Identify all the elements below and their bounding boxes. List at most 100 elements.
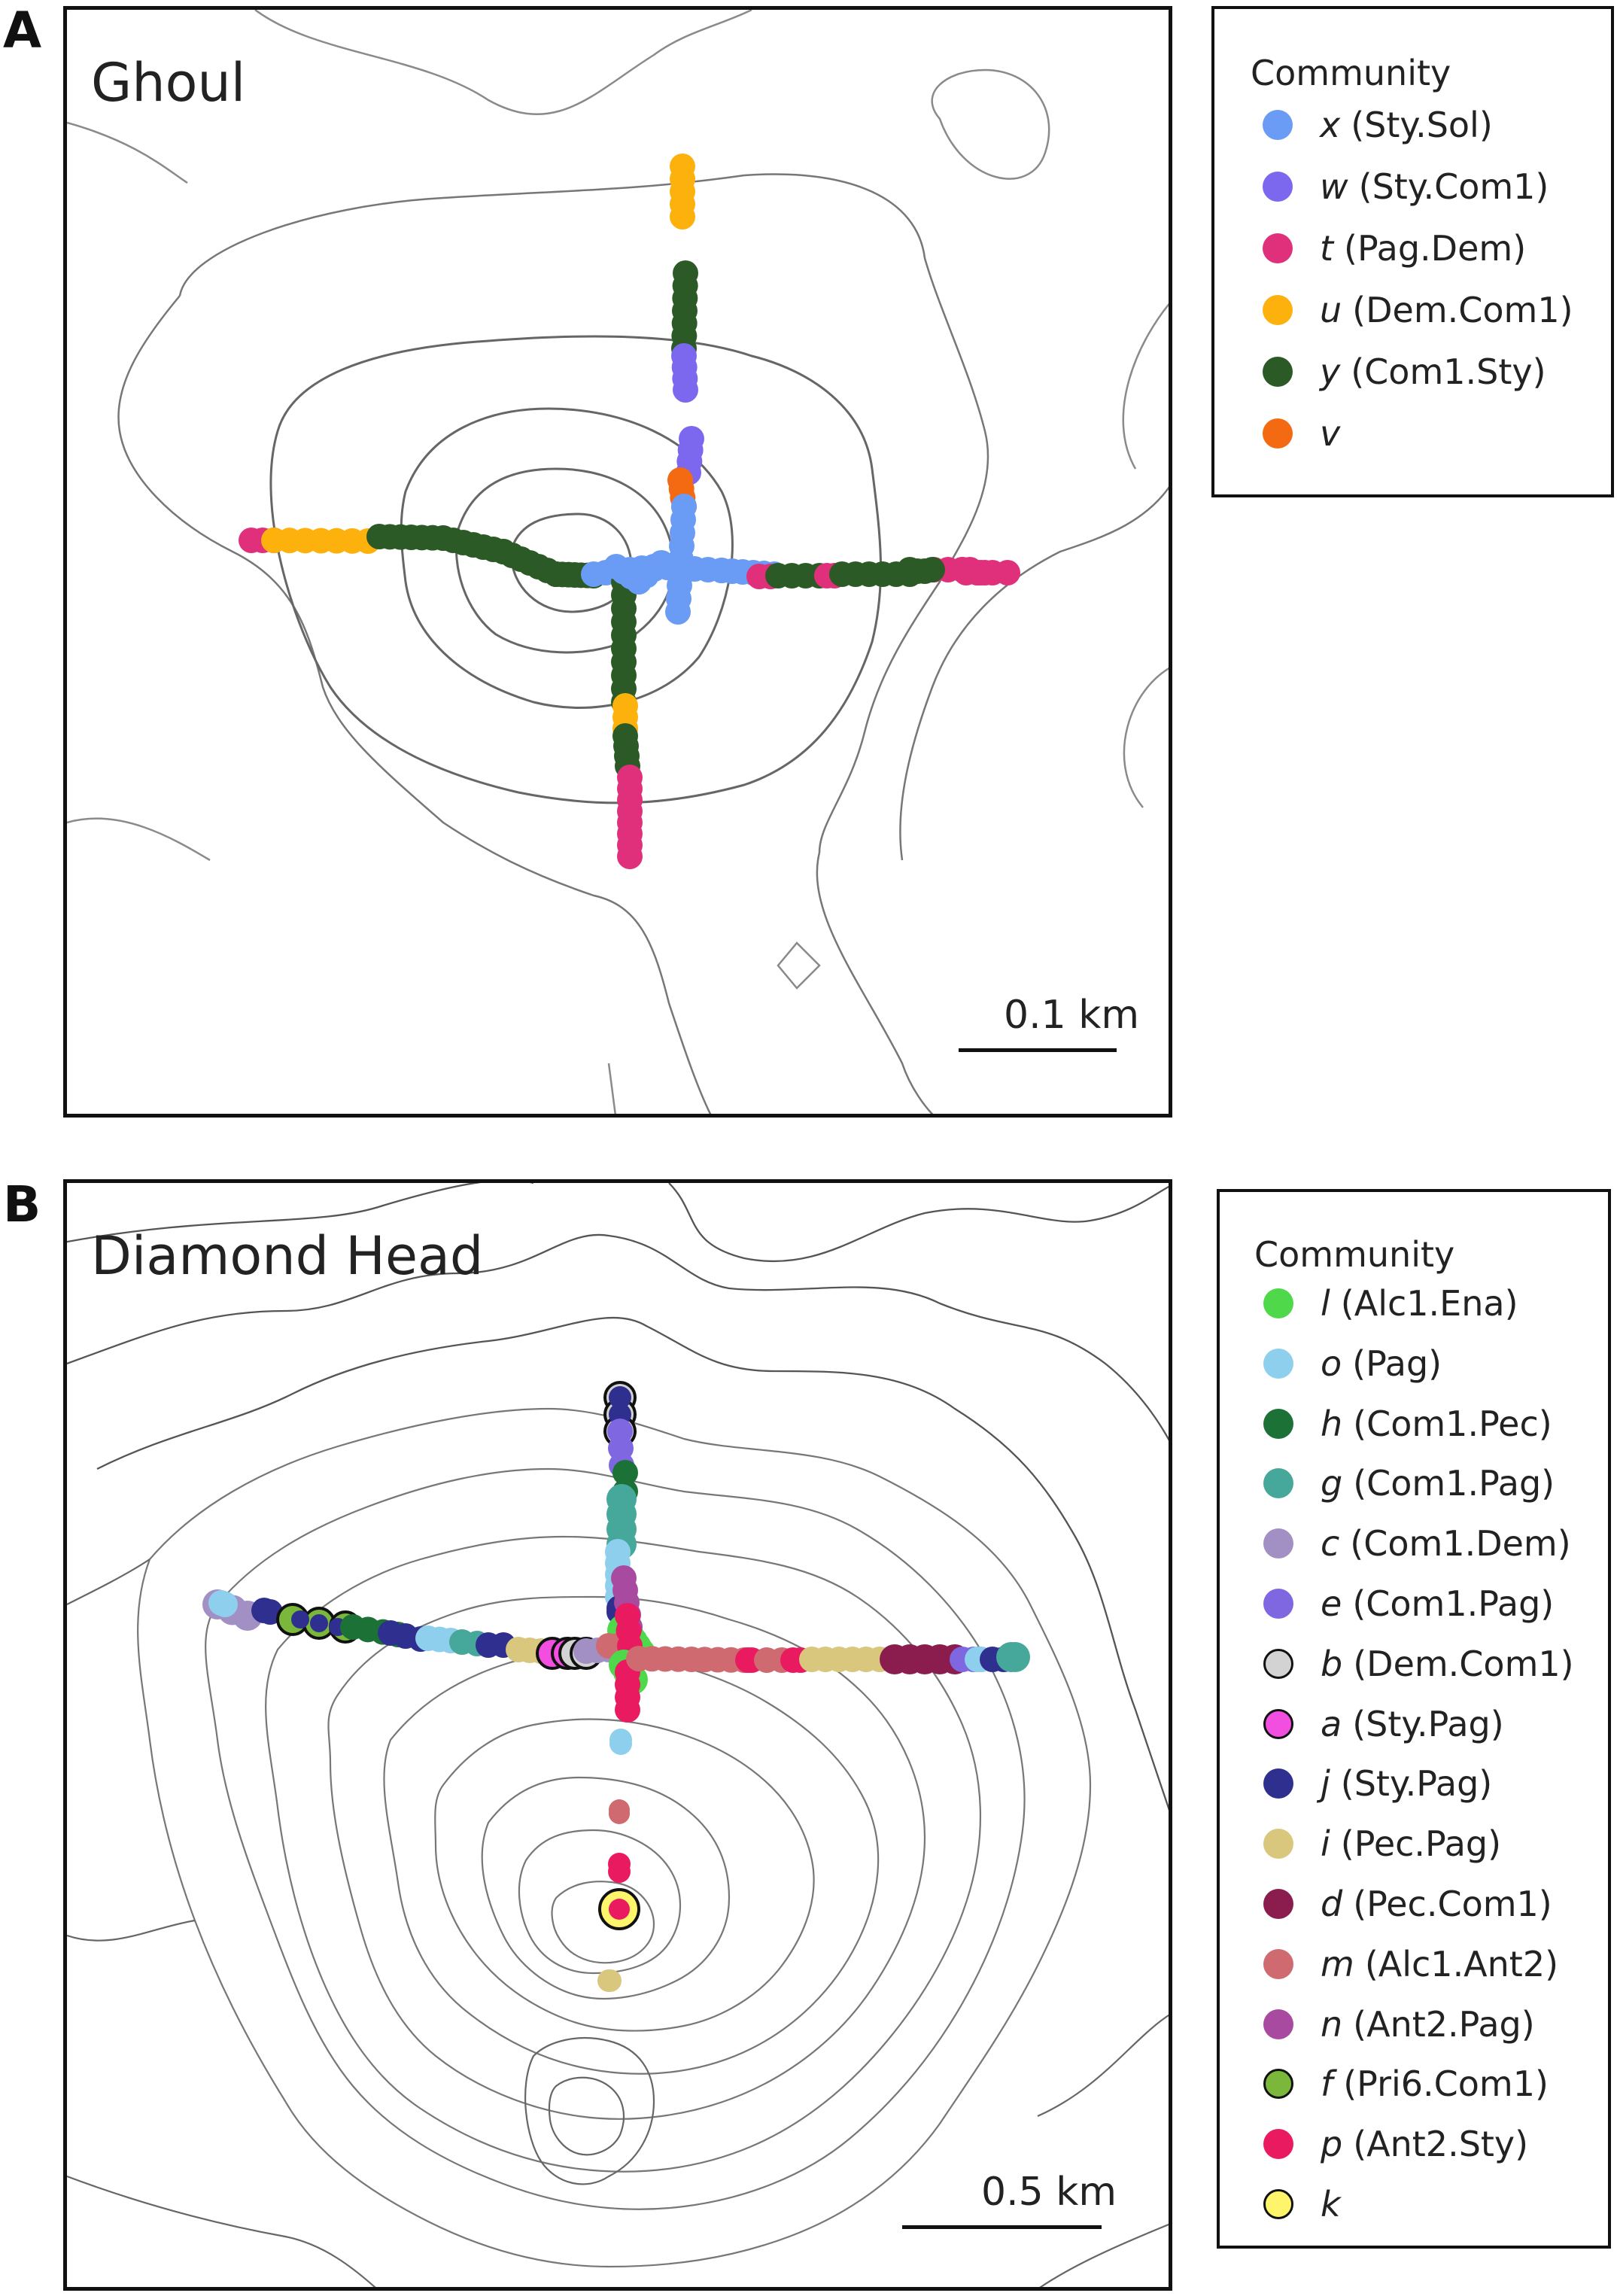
legend-item-n: n (Ant2.Pag) — [1263, 2002, 1535, 2047]
legend-label: (Pri6.Com1) — [1343, 2063, 1549, 2105]
legend-swatch-a — [1263, 1708, 1293, 1739]
transect-point — [665, 599, 691, 625]
legend-key: k — [1321, 2184, 1341, 2225]
legend-swatch-e — [1263, 1589, 1293, 1619]
legend-swatch-c — [1263, 1528, 1293, 1559]
legend-swatch-t — [1263, 233, 1293, 263]
panel-a-letter: A — [3, 2, 42, 59]
ghoul-scale-label: 0.1 km — [1004, 993, 1139, 1038]
legend-swatch-l — [1263, 1288, 1293, 1318]
legend-label: (Pag.Dem) — [1344, 228, 1527, 269]
legend-label: (Alc1.Ena) — [1340, 1283, 1518, 1324]
legend-label: (Com1.Pec) — [1353, 1403, 1552, 1444]
transect-point — [615, 1697, 640, 1723]
legend-label: (Com1.Pag) — [1353, 1463, 1555, 1504]
legend-label: (Pec.Com1) — [1353, 1884, 1552, 1924]
legend-key: j — [1321, 1763, 1330, 1805]
legend-label: (Dem.Com1) — [1352, 290, 1573, 330]
legend-swatch-x — [1263, 110, 1293, 140]
legend-key: a — [1321, 1703, 1342, 1744]
transect-point — [649, 550, 674, 576]
legend-item-w: w (Sty.Com1) — [1263, 164, 1549, 209]
ghoul-legend: Community x (Sty.Sol) w (Sty.Com1) t (Pag.Dem… — [1211, 6, 1614, 497]
legend-key: y — [1320, 351, 1341, 392]
legend-key: d — [1321, 1884, 1343, 1924]
ghoul-map: Ghoul 0.1 km — [63, 6, 1172, 1118]
legend-item-d: d (Pec.Com1) — [1263, 1881, 1552, 1927]
legend-label: (Sty.Pag) — [1340, 1763, 1493, 1805]
ghoul-transect-points — [239, 154, 1020, 869]
legend-key: x — [1320, 105, 1341, 145]
ghoul-legend-title: Community — [1251, 53, 1451, 93]
legend-key: c — [1321, 1523, 1340, 1565]
legend-item-a: a (Sty.Pag) — [1263, 1701, 1504, 1747]
legend-label: (Sty.Sol) — [1351, 105, 1493, 145]
transect-point — [919, 557, 945, 582]
legend-item-p: p (Ant2.Sty) — [1263, 2121, 1528, 2167]
legend-label: (Dem.Com1) — [1353, 1643, 1574, 1684]
legend-swatch-v — [1263, 418, 1293, 449]
legend-key: o — [1321, 1343, 1342, 1384]
legend-swatch-w — [1263, 172, 1293, 202]
transect-point — [599, 1969, 622, 1992]
transect-point — [673, 377, 698, 403]
legend-swatch-b — [1263, 1648, 1293, 1679]
legend-swatch-f — [1263, 2069, 1293, 2100]
legend-label: (Sty.Pag) — [1352, 1703, 1504, 1744]
transect-point — [670, 204, 695, 230]
ghoul-scale-bar — [959, 1048, 1117, 1052]
transect-point — [897, 557, 922, 582]
legend-key: g — [1321, 1463, 1343, 1504]
legend-key: v — [1320, 413, 1341, 454]
legend-item-y: y (Com1.Sty) — [1263, 349, 1546, 394]
diamond-head-map: Diamond Head 0.5 km — [63, 1179, 1172, 2291]
legend-label: (Pec.Pag) — [1340, 1823, 1502, 1865]
legend-key: f — [1321, 2063, 1333, 2105]
legend-swatch-y — [1263, 357, 1293, 387]
legend-swatch-d — [1263, 1889, 1293, 1919]
legend-swatch-j — [1263, 1768, 1293, 1799]
legend-item-i: i (Pec.Pag) — [1263, 1821, 1501, 1866]
legend-item-x: x (Sty.Sol) — [1263, 102, 1493, 147]
transect-point — [212, 1592, 238, 1617]
legend-swatch-h — [1263, 1408, 1293, 1439]
legend-label: (Alc1.Ant2) — [1364, 1943, 1559, 1984]
legend-swatch-m — [1263, 1948, 1293, 1979]
legend-item-g: g (Com1.Pag) — [1263, 1461, 1555, 1506]
legend-item-e: e (Com1.Pag) — [1263, 1581, 1554, 1626]
legend-swatch-i — [1263, 1829, 1293, 1860]
legend-item-k: k — [1263, 2182, 1351, 2227]
legend-item-h: h (Com1.Pec) — [1263, 1401, 1552, 1446]
diamond-head-legend-title: Community — [1254, 1234, 1455, 1275]
legend-label: (Ant2.Sty) — [1353, 2124, 1529, 2165]
legend-swatch-g — [1263, 1468, 1293, 1499]
legend-label: (Sty.Com1) — [1358, 166, 1549, 207]
transect-point — [609, 1899, 630, 1920]
legend-label: (Ant2.Pag) — [1353, 2003, 1535, 2045]
legend-item-b: b (Dem.Com1) — [1263, 1641, 1574, 1686]
legend-key: p — [1321, 2124, 1343, 2165]
legend-item-j: j (Sty.Pag) — [1263, 1761, 1492, 1806]
legend-key: l — [1321, 1283, 1330, 1324]
legend-item-l: l (Alc1.Ena) — [1263, 1281, 1518, 1326]
legend-swatch-p — [1263, 2129, 1293, 2160]
transect-point — [612, 1460, 638, 1486]
legend-swatch-o — [1263, 1348, 1293, 1379]
ghoul-title: Ghoul — [91, 52, 246, 114]
diamond-head-title: Diamond Head — [91, 1225, 484, 1287]
diamond-head-scale-label: 0.5 km — [981, 2170, 1117, 2215]
legend-key: b — [1321, 1643, 1343, 1684]
legend-label: (Com1.Pag) — [1352, 1583, 1555, 1624]
legend-key: e — [1321, 1583, 1342, 1624]
transect-point — [1000, 1642, 1030, 1672]
legend-item-o: o (Pag) — [1263, 1341, 1442, 1386]
transect-point — [995, 560, 1020, 585]
diamond-head-legend: Community l (Alc1.Ena) o (Pag) h (Com1.Pec) g(… — [1217, 1189, 1611, 2249]
legend-key: n — [1321, 2003, 1343, 2045]
transect-point — [609, 1732, 632, 1755]
legend-item-u: u (Dem.Com1) — [1263, 287, 1573, 333]
legend-item-f: f (Pri6.Com1) — [1263, 2061, 1549, 2106]
legend-key: m — [1321, 1943, 1354, 1984]
transect-point — [617, 844, 643, 869]
legend-item-c: c (Com1.Dem) — [1263, 1521, 1571, 1566]
